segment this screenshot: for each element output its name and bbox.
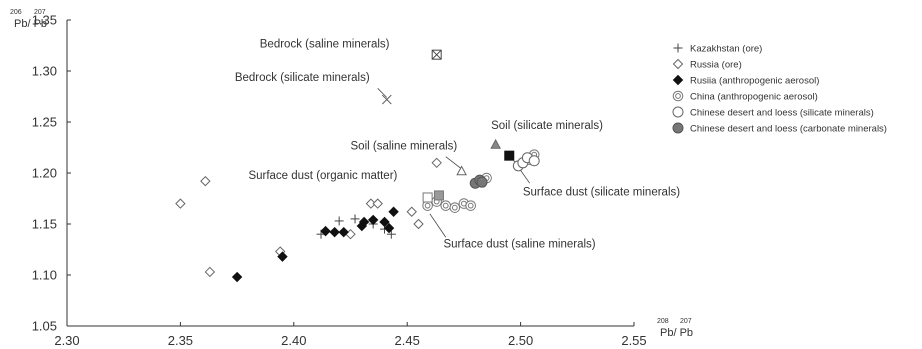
data-point <box>383 222 395 234</box>
data-point <box>350 214 360 224</box>
annotation-label: Surface dust (organic matter) <box>248 170 397 182</box>
data-point <box>334 216 344 226</box>
y-tick-label: 1.25 <box>32 115 57 130</box>
x-axis-title: 208 207 Pb/ Pb <box>657 318 693 339</box>
x-tick-label: 2.30 <box>54 333 79 348</box>
y-axis-label: Pb/ Pb <box>14 18 47 30</box>
data-points <box>175 49 540 283</box>
annotation-leader-line <box>377 88 388 98</box>
legend-marker <box>672 122 684 134</box>
annotation-leader-line <box>445 156 462 170</box>
x-tick-label: 2.45 <box>395 333 420 348</box>
data-point <box>204 266 216 278</box>
legend-item: China (anthropogenic aerosol) <box>672 90 818 103</box>
x-tick-label: 2.55 <box>621 333 646 348</box>
special-point <box>431 49 442 60</box>
data-point <box>329 226 340 238</box>
y-tick-label: 1.10 <box>32 268 57 283</box>
data-point <box>449 202 461 213</box>
annotation-label: Bedrock (silicate minerals) <box>235 72 370 84</box>
annotation-label: Soil (silicate minerals) <box>491 120 603 132</box>
data-point <box>440 200 452 211</box>
legend-label: China (anthropogenic aerosol) <box>690 92 818 103</box>
legend-label: Kazakhstan (ore) <box>690 44 762 55</box>
data-point <box>413 218 424 230</box>
legend-item: Rusiia (anthropogenic aerosol) <box>672 74 819 87</box>
legend-marker <box>672 74 684 86</box>
data-point <box>365 198 377 209</box>
data-point <box>465 200 477 211</box>
legend-label: Chinese desert and loess (carbonate mine… <box>690 124 887 135</box>
special-point <box>381 94 392 105</box>
annotations: Bedrock (saline minerals) Bedrock (silica… <box>235 39 680 251</box>
legend-item: Chinese desert and loess (carbonate mine… <box>672 122 887 135</box>
data-point <box>386 229 396 239</box>
x-axis-label: Pb/ Pb <box>660 327 693 339</box>
data-point <box>277 251 288 262</box>
legend-marker <box>672 106 684 118</box>
ticks <box>66 19 635 327</box>
special-point <box>422 192 433 203</box>
annotation-label: Bedrock (saline minerals) <box>260 39 390 51</box>
legend-label: Rusiia (anthropogenic aerosol) <box>690 76 819 87</box>
data-point <box>379 216 390 228</box>
legend-label: Russia (ore) <box>690 60 742 71</box>
legend-marker <box>672 90 684 102</box>
special-point <box>433 190 444 201</box>
data-point <box>388 206 399 217</box>
data-point <box>431 157 442 169</box>
legend-marker <box>673 43 683 53</box>
y-tick-label: 1.05 <box>32 319 57 334</box>
legend: Kazakhstan (ore) Russia (ore) Rusiia (anth… <box>672 43 887 135</box>
x-axis-superscript-2: 207 <box>680 318 692 325</box>
legend-item: Kazakhstan (ore) <box>673 43 762 55</box>
legend-marker <box>672 58 684 70</box>
y-tick-label: 1.30 <box>32 64 57 79</box>
y-tick-label: 1.35 <box>32 13 57 28</box>
y-tick-label: 1.15 <box>32 217 57 232</box>
y-axis-title: 206 207 Pb/ Pb <box>10 9 47 30</box>
series-5 <box>469 174 488 189</box>
data-point <box>406 206 417 217</box>
annotation-leader-line <box>429 213 447 238</box>
data-point <box>372 198 383 209</box>
special-point <box>456 165 467 176</box>
legend-item: Chinese desert and loess (silicate miner… <box>672 106 874 119</box>
x-tick-label: 2.50 <box>508 333 533 348</box>
series-4 <box>512 152 540 172</box>
annotation-label: Surface dust (saline minerals) <box>443 238 595 250</box>
x-tick-label: 2.35 <box>168 333 193 348</box>
legend-label: Chinese desert and loess (silicate miner… <box>690 108 874 119</box>
data-point <box>338 226 349 238</box>
data-point <box>528 155 540 167</box>
data-point <box>367 214 379 226</box>
data-point <box>320 225 331 237</box>
y-tick-label: 1.20 <box>32 166 57 181</box>
special-point <box>504 150 515 161</box>
data-point <box>231 271 243 283</box>
data-point <box>476 176 488 188</box>
data-point <box>175 198 186 209</box>
special-points <box>381 49 515 203</box>
annotation-label: Soil (saline minerals) <box>351 141 458 153</box>
data-point <box>422 200 433 211</box>
special-point <box>490 138 501 149</box>
x-axis-superscript-1: 208 <box>657 318 669 325</box>
legend-item: Russia (ore) <box>672 58 742 71</box>
x-tick-label: 2.40 <box>281 333 306 348</box>
tick-labels: 2.30 2.35 2.40 2.45 2.50 2.55 1.05 1.10 1.15 1.20… <box>32 13 647 349</box>
y-axis-superscript-2: 207 <box>34 9 46 16</box>
y-axis-superscript-1: 206 <box>10 9 22 16</box>
series-2 <box>231 206 399 283</box>
annotation-label: Surface dust (silicate minerals) <box>523 186 680 198</box>
data-point <box>358 216 370 228</box>
data-point <box>200 175 211 187</box>
